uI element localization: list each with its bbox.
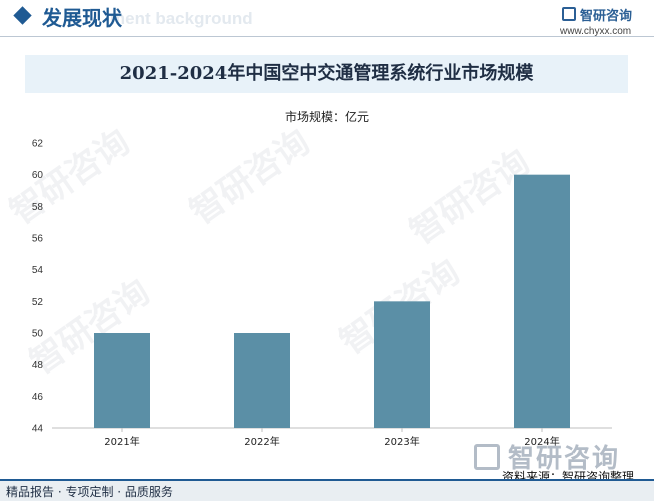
bar-2022年 <box>234 333 290 428</box>
footer-tagline: 精品报告 · 专项定制 · 品质服务 <box>6 485 173 499</box>
chart-title-band: 2021-2024年中国空中交通管理系统行业市场规模 <box>25 55 628 93</box>
section-title: 发展现状 <box>42 6 122 30</box>
brand-url: www.chyxx.com <box>560 26 632 37</box>
y-tick-label: 48 <box>32 360 44 371</box>
unit-label: 市场规模：亿元 <box>284 110 369 124</box>
y-tick-label: 44 <box>32 424 44 435</box>
bar-2023年 <box>374 301 430 428</box>
bar-2024年 <box>514 174 570 428</box>
x-tick-label: 2021年 <box>104 435 139 448</box>
y-axis: 44 46 48 50 52 54 56 58 60 62 <box>32 139 44 435</box>
y-tick-label: 56 <box>32 234 44 245</box>
brand-logo: 智研咨询 <box>562 5 633 24</box>
section-header: ment background 发展现状 智研咨询 www.chyxx.com <box>0 0 654 40</box>
footer-accent-line <box>0 479 654 481</box>
y-tick-label: 54 <box>32 265 44 276</box>
bar-2021年 <box>94 333 150 428</box>
x-tick-label: 2023年 <box>384 435 419 448</box>
footer-logo-icon <box>474 443 500 470</box>
footer-brand-logo: 智研咨询 <box>474 438 620 475</box>
brand-name: 智研咨询 <box>580 8 633 24</box>
footer-brand-name: 智研咨询 <box>508 444 621 474</box>
y-tick-label: 52 <box>32 297 44 308</box>
footer-bar <box>0 479 654 501</box>
y-tick-label: 62 <box>32 139 44 150</box>
bars <box>94 174 570 428</box>
brand-logo-icon <box>562 7 576 21</box>
x-tick-label: 2024年 <box>524 435 559 448</box>
y-tick-label: 58 <box>32 202 44 213</box>
x-axis: 2021年 2022年 2023年 2024年 <box>104 428 560 448</box>
y-tick-label: 46 <box>32 392 44 403</box>
y-tick-label: 60 <box>32 170 44 181</box>
header-divider <box>0 36 654 37</box>
x-tick-label: 2022年 <box>244 435 279 448</box>
chart-title: 2021-2024年中国空中交通管理系统行业市场规模 <box>119 63 534 84</box>
section-subtitle: ment background <box>110 9 253 28</box>
y-tick-label: 50 <box>32 329 44 340</box>
